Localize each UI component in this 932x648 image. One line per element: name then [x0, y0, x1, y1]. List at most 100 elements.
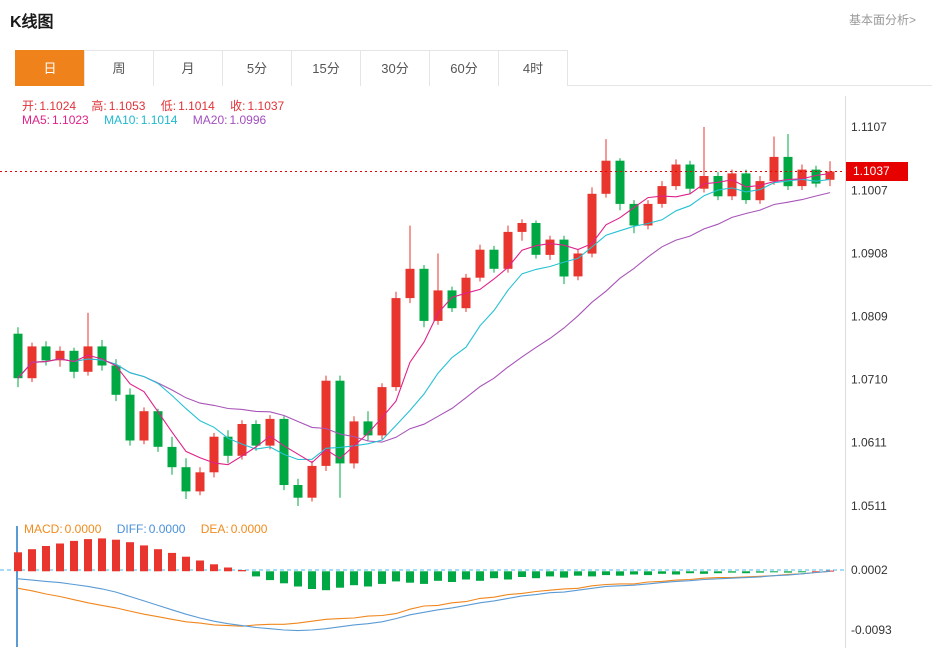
candle-body	[97, 346, 107, 366]
candle-body	[727, 173, 737, 197]
candle-body	[125, 394, 135, 441]
tab-30分[interactable]: 30分	[360, 50, 430, 86]
macd-bar	[518, 571, 526, 577]
ma10-value: 1.1014	[140, 113, 178, 127]
ma-readout: MA5: 1.1023 MA10: 1.1014 MA20: 1.0996	[22, 113, 278, 127]
macd-bar	[756, 571, 764, 573]
price-axis-label: 1.1007	[851, 184, 888, 198]
macd-bar	[700, 571, 708, 574]
tab-60分[interactable]: 60分	[429, 50, 499, 86]
macd-bar	[798, 571, 806, 573]
low-value: 1.1014	[178, 99, 215, 113]
candle-body	[783, 156, 793, 187]
diff-label: DIFF:	[116, 522, 147, 536]
candle-body	[153, 411, 163, 447]
candle-body	[433, 290, 443, 321]
ma20-value: 1.0996	[229, 113, 267, 127]
macd-value: 0.0000	[64, 522, 102, 536]
macd-bar	[476, 571, 484, 581]
macd-axis-label: -0.0093	[851, 623, 892, 637]
macd-bar	[210, 564, 218, 572]
macd-bar	[336, 571, 344, 588]
current-price-badge: 1.1037	[846, 162, 908, 181]
candle-body	[559, 239, 569, 277]
price-axis-label: 1.0611	[851, 435, 887, 449]
macd-bar	[560, 571, 568, 578]
high-label: 高:	[91, 99, 107, 113]
candle-body	[321, 380, 331, 466]
tab-日[interactable]: 日	[15, 50, 85, 86]
macd-bar	[672, 571, 680, 575]
candle-body	[209, 436, 219, 473]
macd-bar	[84, 539, 92, 572]
candle-body	[265, 418, 275, 446]
tab-周[interactable]: 周	[84, 50, 154, 86]
macd-bar	[490, 571, 498, 579]
macd-bar	[574, 571, 582, 576]
candle-body	[167, 446, 177, 468]
macd-bar	[630, 571, 638, 575]
candle-body	[685, 164, 695, 189]
macd-bar	[658, 571, 666, 574]
tab-月[interactable]: 月	[153, 50, 223, 86]
candle-body	[489, 249, 499, 269]
macd-bar	[770, 571, 778, 573]
macd-bar	[252, 571, 260, 577]
candle-body	[195, 472, 205, 492]
candle-body	[769, 156, 779, 182]
macd-bar	[14, 552, 22, 572]
macd-bar	[504, 571, 512, 580]
candle-body	[601, 160, 611, 194]
tab-15分[interactable]: 15分	[291, 50, 361, 86]
macd-bar	[742, 571, 750, 574]
macd-bar	[154, 549, 162, 572]
close-value: 1.1037	[247, 99, 285, 113]
candle-body	[181, 467, 191, 492]
candle-body	[517, 223, 527, 232]
candle-body	[587, 193, 597, 254]
price-chart[interactable]: 1.1107 1.1007 1.0908 1.0809 1.0710 1.0611 1.05…	[0, 96, 932, 520]
candle-body	[13, 333, 23, 379]
price-axis-label: 1.0809	[851, 310, 888, 324]
fundamental-analysis-link[interactable]: 基本面分析>	[848, 13, 916, 27]
dea-label: DEA:	[200, 522, 229, 536]
high-value: 1.1053	[108, 99, 146, 113]
open-label: 开:	[22, 99, 38, 113]
candle-body	[657, 186, 667, 204]
macd-bar	[602, 571, 610, 576]
ma5-value: 1.1023	[52, 113, 89, 127]
candle-body	[643, 203, 653, 226]
macd-bar	[182, 556, 190, 572]
ohlc-readout: 开: 1.1024 高: 1.1053 低: 1.1014 收: 1.1037	[22, 97, 296, 114]
tab-4时[interactable]: 4时	[498, 50, 568, 86]
tab-5分[interactable]: 5分	[222, 50, 292, 86]
macd-bar	[546, 571, 554, 577]
macd-bar	[784, 571, 792, 573]
close-label: 收:	[230, 99, 246, 113]
candle-body	[41, 346, 51, 361]
candle-body	[755, 181, 765, 201]
candle-body	[615, 160, 625, 204]
macd-readout: MACD: 0.0000 DIFF: 0.0000 DEA: 0.0000	[24, 522, 279, 536]
candle-body	[111, 365, 121, 395]
macd-bar	[350, 571, 358, 586]
dea-value: 0.0000	[230, 522, 268, 536]
macd-bar	[588, 571, 596, 577]
candle-body	[573, 253, 583, 277]
macd-bar	[826, 570, 834, 572]
price-axis-label: 1.0908	[851, 247, 888, 261]
macd-bar	[126, 542, 134, 572]
candle-body	[713, 176, 723, 197]
ma20-label: MA20:	[192, 113, 228, 127]
ma5-label: MA5:	[22, 113, 51, 127]
macd-bar	[616, 571, 624, 576]
macd-chart[interactable]: 0.0002 -0.0093	[0, 520, 932, 648]
candle-body	[391, 298, 401, 388]
candle-body	[447, 290, 457, 309]
macd-bar	[434, 571, 442, 581]
candle-body	[475, 249, 485, 278]
candle-body	[699, 176, 709, 189]
interval-tabbar: 日周月 5分 15分 30分 60分 4时	[15, 50, 932, 86]
macd-bar	[420, 571, 428, 584]
macd-bar	[392, 571, 400, 582]
